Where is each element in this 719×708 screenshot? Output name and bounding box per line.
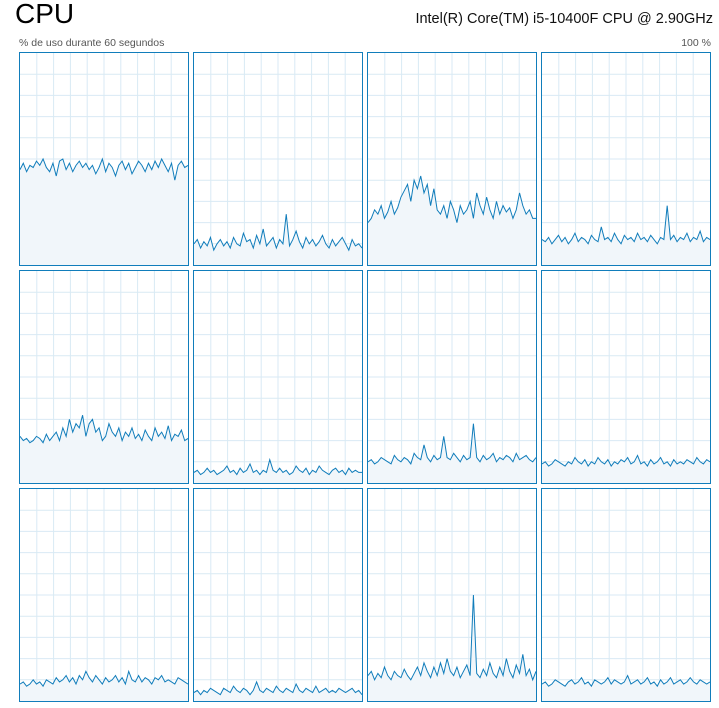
usage-line <box>542 674 710 688</box>
cpu-core-chart <box>20 489 188 701</box>
usage-line <box>20 415 188 444</box>
cpu-core-graph <box>19 488 189 702</box>
usage-line <box>542 205 710 245</box>
usage-area <box>194 214 362 265</box>
cpu-core-graph <box>541 270 711 484</box>
chart-gridlines <box>194 489 362 701</box>
cpu-core-graph <box>367 52 537 266</box>
usage-area <box>20 159 188 265</box>
usage-line <box>194 214 362 252</box>
chart-gridlines <box>368 489 536 701</box>
usage-area <box>542 675 710 701</box>
usage-line <box>20 157 188 181</box>
chart-gridlines <box>542 489 710 701</box>
cpu-core-chart <box>368 271 536 483</box>
usage-area <box>368 423 536 483</box>
chart-gridlines <box>20 489 188 701</box>
cpu-core-chart <box>368 489 536 701</box>
chart-gridlines <box>194 53 362 265</box>
cpu-core-chart <box>542 489 710 701</box>
cpu-core-graph <box>193 270 363 484</box>
cpu-core-chart <box>20 53 188 265</box>
cpu-core-chart <box>368 53 536 265</box>
usage-line <box>194 680 362 696</box>
usage-line <box>194 457 362 476</box>
usage-area <box>194 681 362 701</box>
usage-line <box>20 669 188 688</box>
cpu-core-graph <box>367 270 537 484</box>
usage-line <box>542 454 710 467</box>
usage-max-label: 100 % <box>681 37 711 49</box>
chart-gridlines <box>368 271 536 483</box>
chart-gridlines <box>542 271 710 483</box>
usage-line <box>368 423 536 465</box>
page-title: CPU <box>15 0 75 29</box>
cpu-core-chart <box>194 271 362 483</box>
cpu-core-chart <box>542 271 710 483</box>
cpu-core-graph <box>19 270 189 484</box>
cpu-core-chart <box>194 489 362 701</box>
cpu-core-graph <box>193 488 363 702</box>
cpu-core-graph <box>541 488 711 702</box>
cpu-core-graph <box>193 52 363 266</box>
cpu-core-chart <box>194 53 362 265</box>
usage-area <box>194 459 362 483</box>
chart-gridlines <box>194 271 362 483</box>
cpu-core-graph <box>367 488 537 702</box>
cpu-core-graph <box>541 52 711 266</box>
usage-area <box>542 205 710 265</box>
usage-line <box>368 594 536 682</box>
cpu-core-chart <box>20 271 188 483</box>
chart-gridlines <box>542 53 710 265</box>
cpu-core-chart <box>542 53 710 265</box>
cpu-core-graph <box>19 52 189 266</box>
usage-line <box>368 175 536 223</box>
cpu-model-name: Intel(R) Core(TM) i5-10400F CPU @ 2.90GH… <box>415 11 713 27</box>
usage-area <box>542 455 710 483</box>
usage-axis-caption: % de uso durante 60 segundos <box>19 37 165 49</box>
